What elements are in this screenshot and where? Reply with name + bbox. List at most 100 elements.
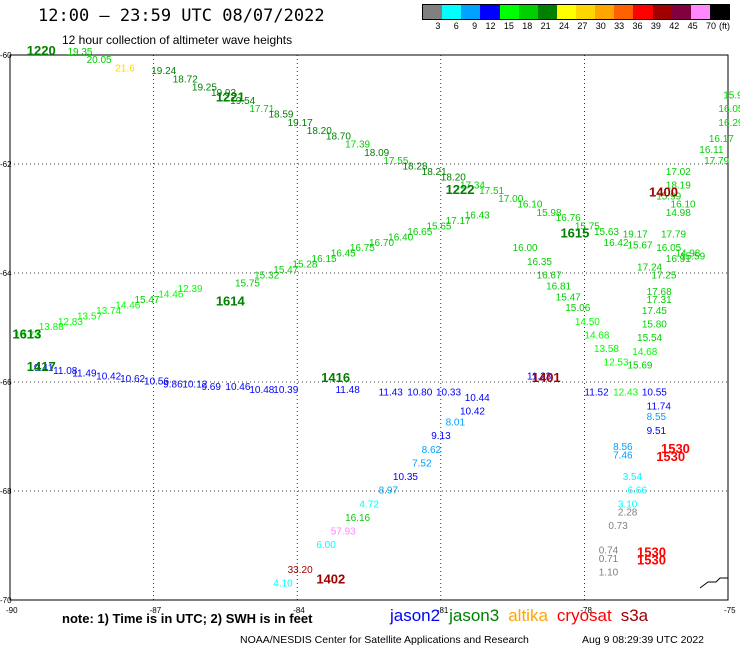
swh-value-label: 3.10 <box>618 499 638 510</box>
swh-value-label: 3.54 <box>623 472 643 483</box>
swh-value-label: 16.10 <box>517 200 542 211</box>
page-subtitle: 12 hour collection of altimeter wave hei… <box>62 33 293 47</box>
swh-value-label: 15.47 <box>134 295 159 306</box>
swh-value-label: 14.98 <box>666 208 691 219</box>
swh-value-label: 14.50 <box>575 317 600 328</box>
swh-value-label: 17.25 <box>651 270 676 281</box>
swh-value-label: 10.80 <box>407 388 432 399</box>
color-scale-legend: 3 6 9 12 15 18 21 24 27 30 33 36 39 42 45 70 (ft) <box>422 4 730 32</box>
satellite-cryosat-label: cryosat <box>556 606 612 625</box>
color-swatch <box>633 5 653 19</box>
swh-value-label: 16.35 <box>527 257 552 268</box>
pass-time-label: 1222 <box>446 182 475 197</box>
swh-value-label: 9.41 <box>34 363 54 374</box>
scale-tick-label: 30 <box>595 21 606 31</box>
swh-value-label: 1.10 <box>599 567 619 578</box>
swh-value-label: 17.79 <box>661 230 686 241</box>
scale-tick-label: 3 <box>435 21 441 31</box>
swh-value-label: 17.00 <box>498 194 523 205</box>
swh-value-label: 15.75 <box>235 279 260 290</box>
swh-value-label: 16.70 <box>369 238 394 249</box>
swh-value-label: 14.68 <box>632 347 657 358</box>
swh-value-label: 10.42 <box>460 407 485 418</box>
swh-value-label: 16.43 <box>465 211 490 222</box>
swh-value-label: 17.39 <box>345 140 370 151</box>
pass-time-label: 1221 <box>216 89 245 104</box>
timestamp-text: Aug 9 08:29:39 UTC 2022 <box>582 634 705 646</box>
swh-value-label: 13.73 <box>15 330 40 341</box>
swh-value-label: 10.39 <box>273 385 298 396</box>
swh-value-label: 8.56 <box>613 442 633 453</box>
pass-time-label: 1402 <box>316 572 345 587</box>
color-swatch <box>576 5 596 19</box>
swh-value-label: 14.68 <box>584 330 609 341</box>
credit-text: NOAA/NESDIS Center for Satellite Applica… <box>240 634 529 646</box>
swh-value-label: 15.47 <box>556 292 581 303</box>
pass-time-label: 1530 <box>656 449 685 464</box>
color-swatch <box>595 5 615 19</box>
swh-value-label: 11.52 <box>584 388 609 399</box>
swh-value-label: 10.62 <box>120 374 145 385</box>
swh-value-label: 10.56 <box>144 377 169 388</box>
swh-value-label: 13.74 <box>96 306 121 317</box>
satellite-legend: jason2 jason3 altika cryosat s3a <box>390 606 657 626</box>
swh-value-label: 17.71 <box>249 104 274 115</box>
swh-value-label: 16.11 <box>699 145 724 156</box>
swh-value-label: 17.51 <box>479 186 504 197</box>
swh-value-label: 6.00 <box>316 540 336 551</box>
swh-value-label: 17.02 <box>666 167 691 178</box>
scale-tick-label: 9 <box>472 21 478 31</box>
swh-value-label: 16.81 <box>546 281 571 292</box>
swh-value-label: 18.72 <box>173 74 198 85</box>
lat-label: -62 <box>0 160 12 169</box>
swh-value-label: 11.48 <box>335 385 360 396</box>
pass-time-label: 1530 <box>661 441 690 456</box>
swh-value-label: 19.24 <box>151 66 176 77</box>
swh-value-label: 15.59 <box>680 251 705 262</box>
swh-value-label: 19.93 <box>211 88 236 99</box>
pass-time-label: 1401 <box>532 370 561 385</box>
swh-value-label: 18.28 <box>403 161 428 172</box>
swh-value-label: 19.17 <box>623 230 648 241</box>
scale-tick-label: 15 <box>503 21 514 31</box>
lat-label: -66 <box>0 378 12 387</box>
swh-value-label: 7.46 <box>613 450 633 461</box>
swh-value-label: 17.34 <box>460 181 485 192</box>
swh-value-label: 14.98 <box>675 249 700 260</box>
swh-value-label: 10.48 <box>249 385 274 396</box>
swh-value-label: 6.66 <box>627 486 647 497</box>
swh-value-label: 57.93 <box>331 527 356 538</box>
swh-value-label: 18.19 <box>666 181 691 192</box>
swh-value-label: 15.63 <box>594 227 619 238</box>
swh-value-label: 16.16 <box>345 513 370 524</box>
swh-value-label: 8.97 <box>379 486 399 497</box>
swh-value-label: 12.83 <box>58 317 83 328</box>
swh-value-label: 18.21 <box>422 167 447 178</box>
scale-tick-label: 18 <box>522 21 533 31</box>
color-swatch <box>556 5 576 19</box>
swh-value-label: 19.35 <box>67 47 92 58</box>
swh-value-label: 9.51 <box>647 426 667 437</box>
color-swatch <box>614 5 634 19</box>
color-swatch <box>499 5 519 19</box>
pass-time-label: 1417 <box>27 359 56 374</box>
swh-value-label: 21.6 <box>115 63 135 74</box>
pass-time-label: 1416 <box>321 370 350 385</box>
lat-label: -60 <box>0 51 12 60</box>
lon-label: -78 <box>580 606 592 615</box>
swh-value-label: 9.13 <box>431 431 451 442</box>
swh-value-label: 10.55 <box>642 388 667 399</box>
swh-value-label: 15.98 <box>537 208 562 219</box>
swh-value-label: 16.91 <box>666 254 691 265</box>
swh-value-label: 4.72 <box>359 499 379 510</box>
swh-value-label: 10.33 <box>436 388 461 399</box>
swh-value-label: 0.71 <box>599 554 619 565</box>
swh-value-label: 19.25 <box>192 82 217 93</box>
swh-value-label: 13.88 <box>39 322 64 333</box>
swh-value-label: 9.86 <box>163 379 183 390</box>
lon-label: -75 <box>724 606 736 615</box>
satellite-jason2-label: jason2 <box>390 606 441 625</box>
scale-tick-label: 33 <box>614 21 625 31</box>
scale-tick-label: 27 <box>577 21 588 31</box>
